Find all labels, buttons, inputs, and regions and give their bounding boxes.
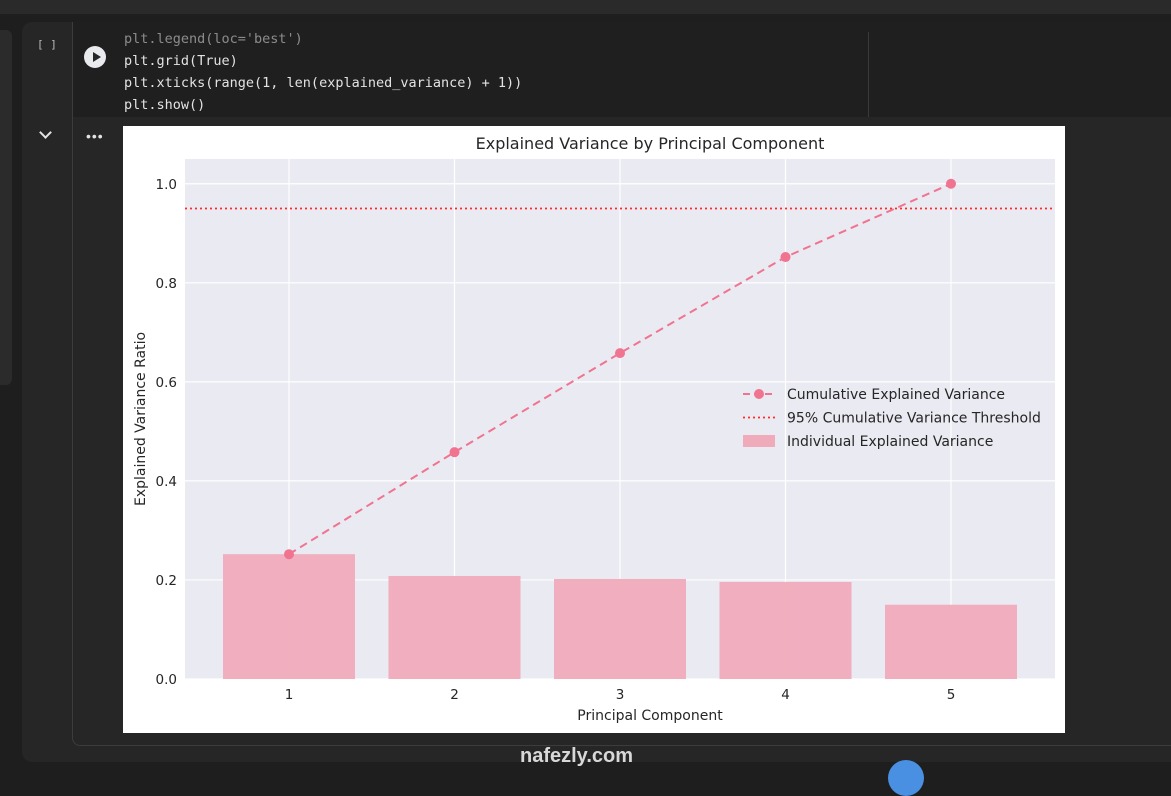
x-tick-label: 5	[947, 687, 956, 703]
x-tick-label: 2	[450, 687, 459, 703]
y-tick-label: 1.0	[156, 177, 177, 193]
left-gutter	[0, 30, 12, 385]
floating-action-icon[interactable]	[888, 760, 924, 796]
legend-label-cumulative: Cumulative Explained Variance	[787, 387, 1005, 403]
legend-marker-cumulative	[754, 389, 764, 399]
cumulative-point-2	[449, 447, 460, 458]
code-line-2: plt.grid(True)	[124, 53, 238, 69]
cumulative-point-1	[284, 549, 294, 560]
legend-swatch-individual	[743, 435, 775, 447]
output-actions-menu-icon[interactable]: •••	[86, 128, 104, 144]
plot-output: 0.0 0.2 0.4 0.6 0.8 1.0 1 2 3 4 5 Explained Varianc…	[123, 126, 1065, 733]
code-divider	[868, 32, 869, 117]
code-line-3: plt.xticks(range(1, len(explained_varian…	[124, 75, 523, 91]
x-tick-label: 3	[616, 687, 625, 703]
y-tick-label: 0.0	[156, 672, 177, 688]
code-line-4: plt.show()	[124, 97, 206, 113]
chart-title: Explained Variance by Principal Componen…	[476, 134, 825, 153]
legend-label-threshold: 95% Cumulative Variance Threshold	[787, 411, 1041, 427]
bar-1	[223, 554, 355, 679]
watermark: nafezly.com	[520, 745, 633, 767]
chart-svg: 0.0 0.2 0.4 0.6 0.8 1.0 1 2 3 4 5 Explained Varianc…	[133, 134, 1055, 724]
x-tick-label: 4	[781, 687, 790, 703]
run-cell-button[interactable]	[84, 46, 106, 68]
output-area	[72, 117, 1171, 746]
bar-4	[719, 581, 852, 679]
y-tick-label: 0.4	[156, 474, 177, 490]
code-text[interactable]: plt.legend(loc='best') plt.grid(True) pl…	[124, 28, 522, 116]
y-tick-label: 0.2	[156, 573, 177, 589]
execution-count: [ ]	[37, 38, 57, 51]
cumulative-line	[288, 182, 952, 556]
cumulative-point-5	[946, 178, 956, 189]
collapse-output-chevron-icon[interactable]	[38, 126, 56, 144]
y-axis-label: Explained Variance Ratio	[133, 332, 149, 506]
bar-5	[885, 604, 1017, 679]
x-tick-label: 1	[285, 687, 294, 703]
bar-2	[388, 575, 521, 679]
y-tick-label: 0.8	[156, 276, 177, 292]
code-editor[interactable]	[72, 22, 1171, 117]
bar-3	[554, 578, 686, 679]
legend-label-individual: Individual Explained Variance	[787, 434, 993, 450]
previous-cell-strip	[0, 0, 1171, 14]
cumulative-point-4	[780, 252, 791, 263]
code-line-1: plt.legend(loc='best')	[124, 31, 303, 47]
y-tick-label: 0.6	[156, 375, 177, 391]
x-axis-label: Principal Component	[577, 708, 723, 724]
cumulative-point-3	[615, 348, 625, 359]
